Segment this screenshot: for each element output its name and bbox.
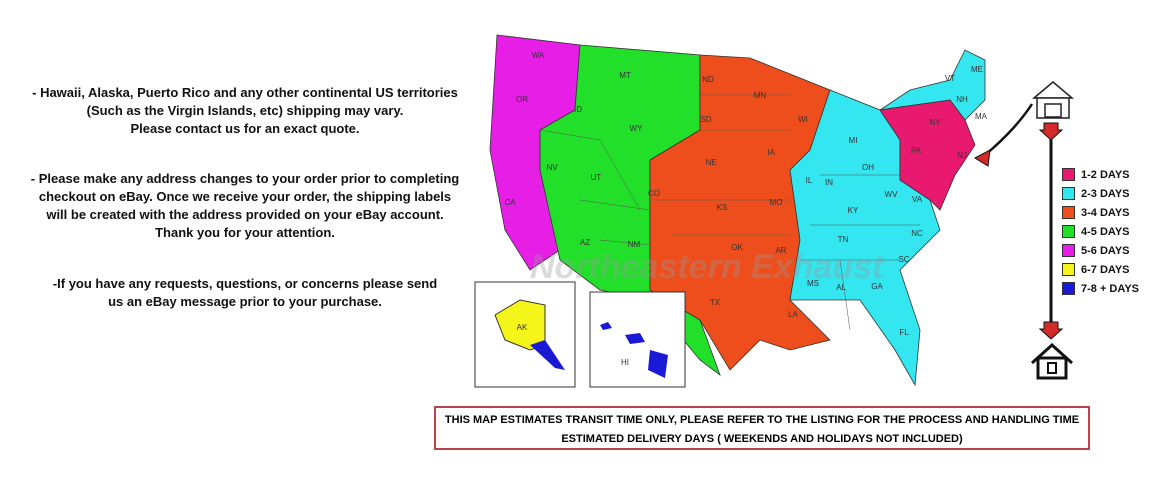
- state-label: ID: [574, 105, 582, 114]
- state-label: IN: [825, 178, 833, 187]
- legend-item: 1-2 DAYS: [1062, 165, 1139, 184]
- note-line: us an eBay message prior to your purchas…: [108, 294, 382, 309]
- legend-swatch: [1062, 206, 1075, 219]
- state-label: UT: [591, 173, 602, 182]
- state-label: OR: [516, 95, 528, 104]
- state-label: SD: [700, 115, 711, 124]
- disclaimer-line: ESTIMATED DELIVERY DAYS ( WEEKENDS AND H…: [561, 433, 963, 445]
- legend-swatch: [1062, 244, 1075, 257]
- legend-label: 6-7 DAYS: [1081, 263, 1130, 276]
- legend-item: 3-4 DAYS: [1062, 203, 1139, 222]
- watermark: Northeastern Exhaust: [530, 248, 885, 286]
- legend-swatch: [1062, 225, 1075, 238]
- state-label: WY: [630, 124, 644, 133]
- state-label: TN: [838, 235, 849, 244]
- state-label: AK: [517, 323, 528, 332]
- legend-item: 5-6 DAYS: [1062, 241, 1139, 260]
- state-label: MA: [975, 112, 988, 121]
- legend-label: 7-8 + DAYS: [1081, 282, 1139, 295]
- state-label: MI: [849, 136, 858, 145]
- legend-item: 6-7 DAYS: [1062, 260, 1139, 279]
- note-line: - Hawaii, Alaska, Puerto Rico and any ot…: [32, 85, 458, 100]
- state-label: KY: [848, 206, 859, 215]
- note-line: Please contact us for an exact quote.: [130, 121, 360, 136]
- legend-label: 2-3 DAYS: [1081, 187, 1130, 200]
- state-label: NC: [911, 229, 923, 238]
- state-label: MN: [754, 91, 767, 100]
- state-label: WA: [532, 51, 545, 60]
- state-label: VA: [912, 195, 923, 204]
- state-label: WV: [885, 190, 899, 199]
- state-label: AZ: [580, 238, 590, 247]
- state-label: NY: [929, 118, 941, 127]
- state-label: PA: [911, 146, 922, 155]
- state-label: IA: [767, 148, 775, 157]
- state-label: AR: [775, 246, 786, 255]
- note-line: checkout on eBay. Once we receive your o…: [38, 189, 452, 204]
- note-line: - Please make any address changes to you…: [30, 171, 460, 186]
- state-label: SC: [898, 255, 909, 264]
- state-label: KS: [717, 203, 728, 212]
- warehouse-icon: [1031, 81, 1075, 119]
- note-line: -If you have any requests, questions, or…: [52, 276, 438, 291]
- legend-swatch: [1062, 263, 1075, 276]
- state-label: MS: [807, 279, 819, 288]
- state-label: NJ: [957, 151, 967, 160]
- legend-item: 7-8 + DAYS: [1062, 279, 1139, 298]
- legend-label: 5-6 DAYS: [1081, 244, 1130, 257]
- alaska-inset: AK: [474, 281, 576, 388]
- state-label: HI: [621, 358, 629, 367]
- state-label: AL: [836, 283, 846, 292]
- legend-swatch: [1062, 187, 1075, 200]
- state-label: MT: [619, 71, 631, 80]
- arrow-to-nj-icon: [973, 149, 991, 167]
- state-label: OH: [862, 163, 874, 172]
- state-label: MO: [770, 198, 783, 207]
- legend-label: 1-2 DAYS: [1081, 168, 1130, 181]
- note-line: Thank you for your attention.: [155, 225, 335, 240]
- down-arrow-icon: [1038, 321, 1064, 340]
- state-label: CO: [648, 189, 660, 198]
- state-label: ND: [702, 75, 714, 84]
- state-label: NM: [628, 240, 641, 249]
- contact-note: -If you have any requests, questions, or…: [0, 275, 490, 311]
- territories-note: - Hawaii, Alaska, Puerto Rico and any ot…: [0, 84, 490, 138]
- disclaimer-box: THIS MAP ESTIMATES TRANSIT TIME ONLY, PL…: [434, 406, 1090, 450]
- legend-label: 3-4 DAYS: [1081, 206, 1130, 219]
- legend-item: 4-5 DAYS: [1062, 222, 1139, 241]
- state-label: VT: [945, 74, 955, 83]
- state-label: OK: [731, 243, 743, 252]
- address-change-note: - Please make any address changes to you…: [0, 170, 490, 242]
- hawaii-inset: HI: [589, 291, 686, 388]
- down-arrow-icon: [1038, 122, 1064, 141]
- state-label: NV: [546, 163, 558, 172]
- legend-item: 2-3 DAYS: [1062, 184, 1139, 203]
- legend-swatch: [1062, 168, 1075, 181]
- legend: 1-2 DAYS 2-3 DAYS 3-4 DAYS 4-5 DAYS 5-6 DAYS…: [1062, 165, 1139, 298]
- note-line: (Such as the Virgin Islands, etc) shippi…: [86, 103, 404, 118]
- note-line: will be created with the address provide…: [46, 207, 444, 222]
- state-label: IL: [806, 176, 813, 185]
- state-label: LA: [788, 310, 798, 319]
- house-icon: [1030, 342, 1074, 380]
- state-label: CA: [504, 198, 516, 207]
- state-label: GA: [871, 282, 883, 291]
- legend-swatch: [1062, 282, 1075, 295]
- state-label: TX: [710, 298, 721, 307]
- state-label: FL: [899, 328, 909, 337]
- disclaimer-line: THIS MAP ESTIMATES TRANSIT TIME ONLY, PL…: [444, 414, 1080, 426]
- state-label: NE: [705, 158, 716, 167]
- legend-label: 4-5 DAYS: [1081, 225, 1130, 238]
- state-label: NH: [956, 95, 968, 104]
- region-1-2-days: [879, 99, 976, 211]
- state-label: WI: [798, 115, 808, 124]
- state-label: ME: [971, 65, 983, 74]
